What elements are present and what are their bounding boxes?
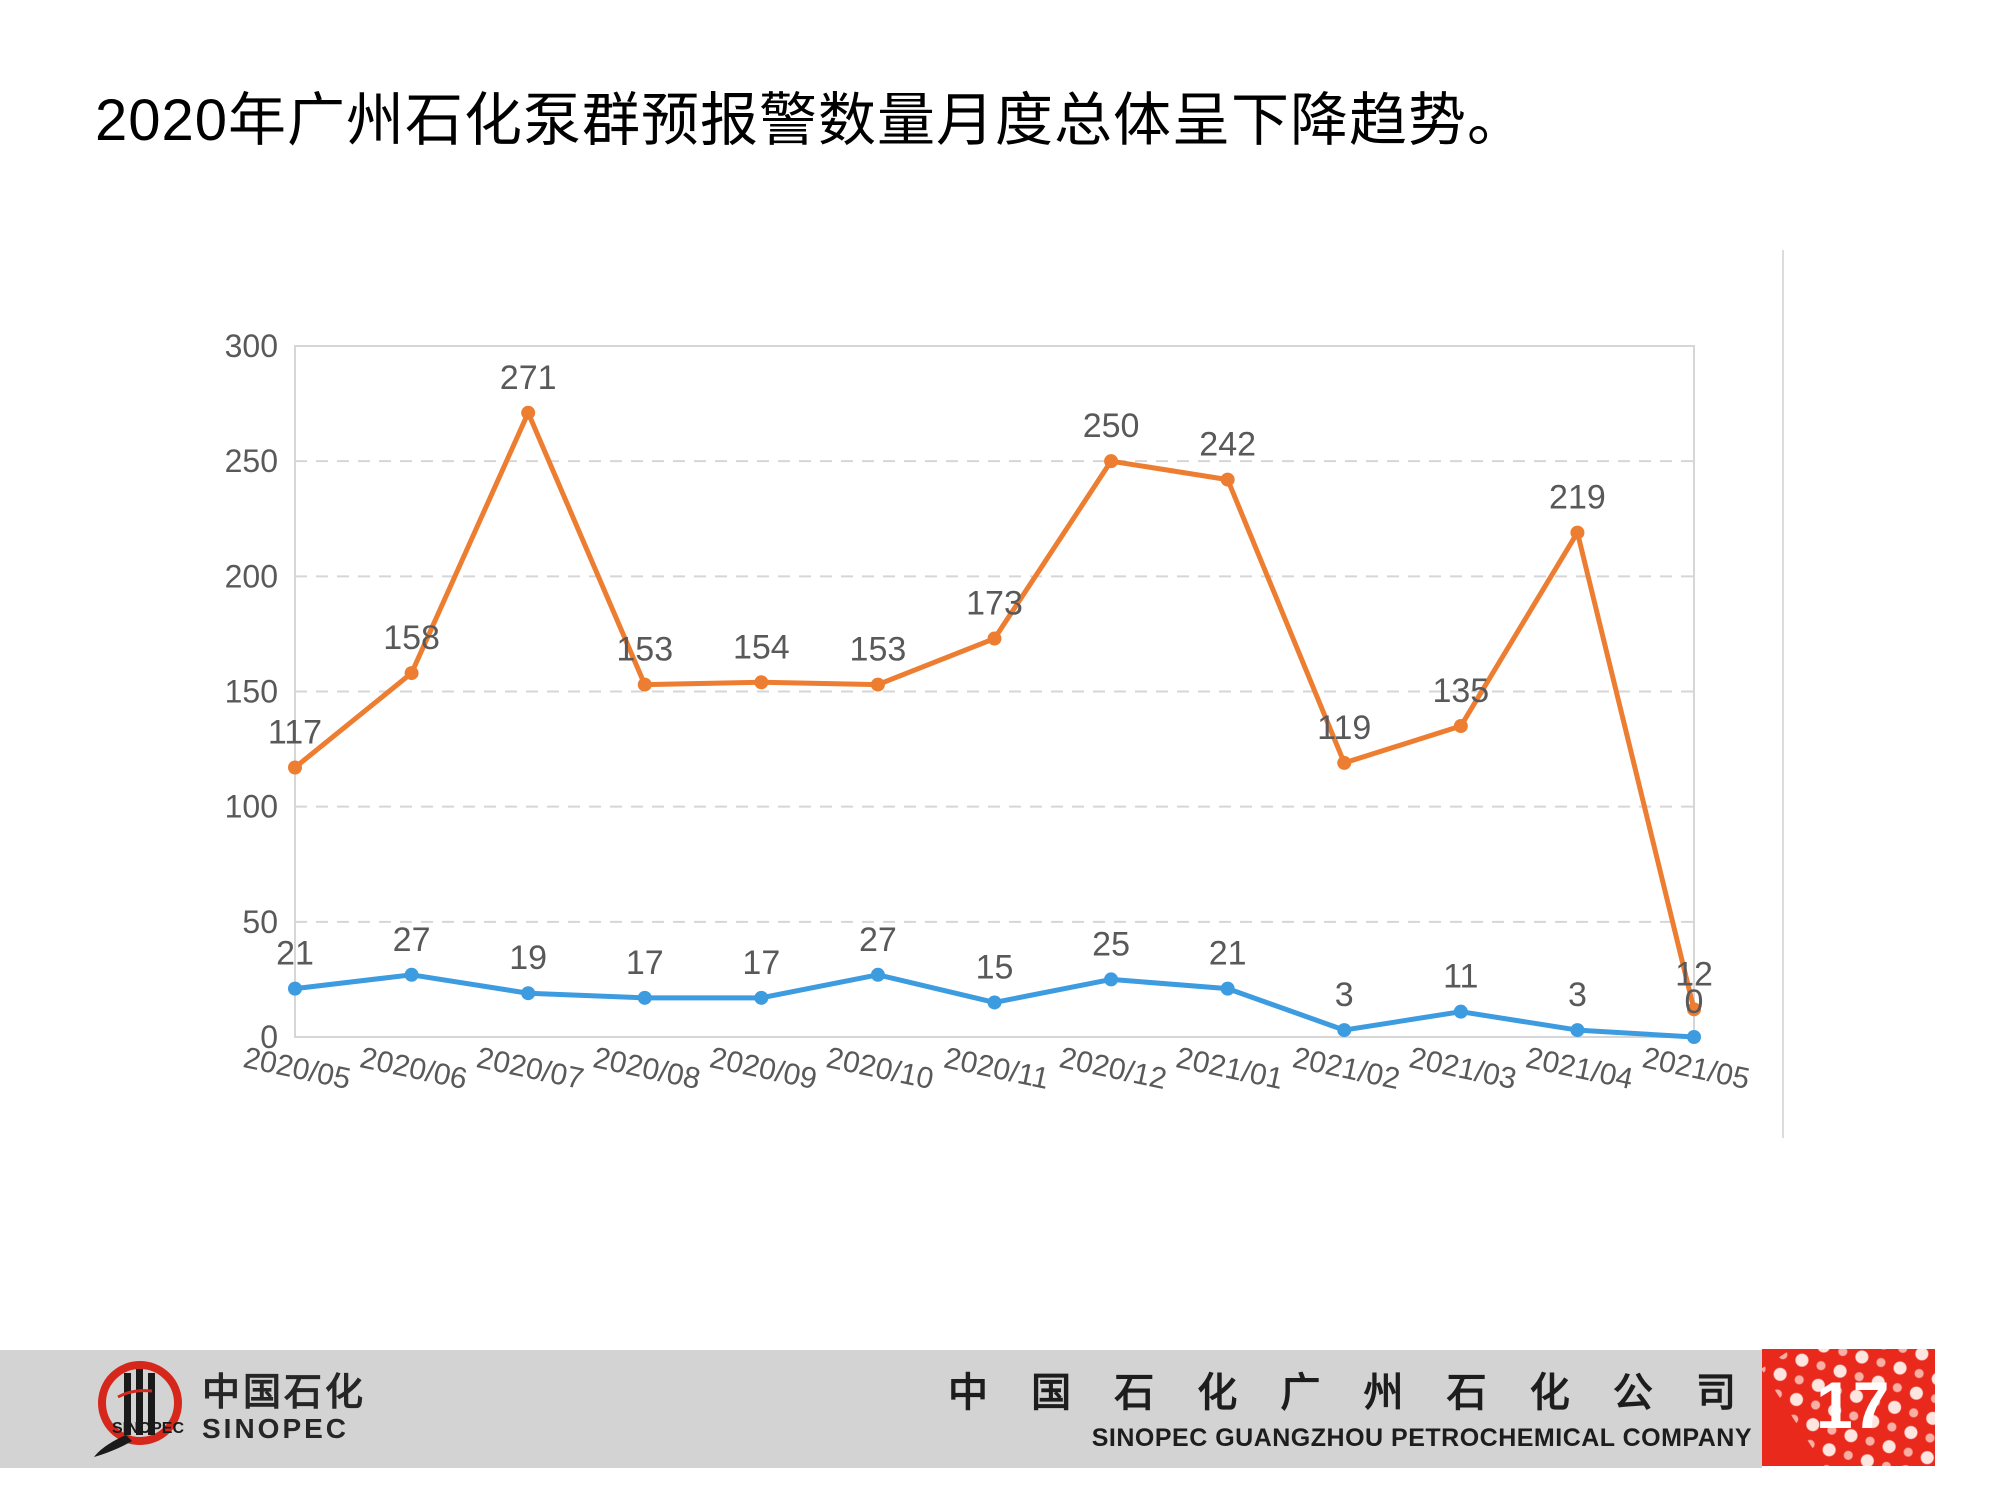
- blue-series-data-label: 3: [1568, 976, 1587, 1014]
- x-tick-label: 2021/01: [1173, 1041, 1286, 1096]
- blue-series-marker: [288, 981, 302, 996]
- y-tick-label: 100: [225, 789, 278, 825]
- blue-series-marker: [1220, 981, 1235, 996]
- orange-series-marker: [521, 405, 536, 420]
- orange-series-marker: [870, 677, 885, 692]
- y-tick-label: 300: [225, 328, 278, 364]
- orange-series-marker: [1220, 472, 1235, 487]
- y-tick-label: 0: [260, 1019, 278, 1055]
- blue-series-data-label: 21: [276, 935, 314, 973]
- blue-series-data-label: 3: [1335, 976, 1354, 1014]
- orange-series-data-label: 12: [1675, 955, 1713, 993]
- orange-series-data-label: 173: [966, 585, 1023, 623]
- company-name-block: 中 国 石 化 广 州 石 化 公 司 SINOPEC GUANGZHOU PE…: [948, 1360, 1752, 1453]
- blue-series-data-label: 0: [1685, 983, 1704, 1021]
- blue-series-marker: [1104, 972, 1119, 987]
- blue-series-data-label: 27: [393, 921, 431, 959]
- orange-series-data-label: 117: [268, 714, 322, 752]
- orange-series-data-label: 242: [1199, 426, 1256, 464]
- company-name-cn: 中 国 石 化 广 州 石 化 公 司: [947, 1371, 1752, 1415]
- page-number: 17: [1816, 1367, 1890, 1442]
- blue-series-marker: [637, 990, 652, 1005]
- orange-series-marker: [1104, 454, 1119, 469]
- orange-series-data-label: 250: [1083, 407, 1140, 445]
- x-tick-label: 2020/05: [241, 1041, 354, 1096]
- sinopec-logo-block: SINOPEC 中国石化 SINOPEC: [88, 1356, 366, 1462]
- blue-series: 21 27 19 17 17 27 15 25 21 3 11 3 0: [276, 921, 1703, 1044]
- blue-series-marker: [1337, 1023, 1352, 1038]
- blue-series-data-label: 17: [626, 944, 664, 982]
- orange-series-data-label: 158: [383, 619, 440, 657]
- blue-series-data-label: 17: [742, 944, 780, 982]
- blue-series-data-label: 25: [1092, 925, 1130, 963]
- footer-bar: [0, 1350, 1762, 1468]
- slide-title: 2020年广州石化泵群预报警数量月度总体呈下降趋势。: [95, 88, 1527, 153]
- blue-series-data-label: 27: [859, 921, 897, 959]
- orange-series-marker: [1570, 525, 1585, 540]
- x-tick-label: 2020/12: [1057, 1041, 1170, 1096]
- x-tick-label: 2021/03: [1406, 1041, 1519, 1096]
- x-tick-label: 2020/10: [823, 1041, 936, 1096]
- orange-series-data-label: 219: [1549, 479, 1606, 517]
- logo-text-en: SINOPEC: [202, 1413, 350, 1445]
- blue-series-marker: [754, 990, 769, 1005]
- orange-series-marker: [1337, 755, 1352, 770]
- blue-series-marker: [870, 967, 885, 982]
- y-tick-label: 50: [242, 904, 278, 940]
- y-tick-label: 150: [225, 674, 278, 710]
- blue-series-data-label: 11: [1443, 958, 1478, 996]
- blue-series-data-label: 19: [509, 939, 547, 977]
- gridlines: [295, 460, 1694, 923]
- line-chart: 0 50 100 150 200 250 300 2020/05 2020/06 2020/07 2…: [130, 240, 1850, 1180]
- chart-image-right-edge: [1782, 250, 1784, 1138]
- blue-series-marker: [1453, 1004, 1468, 1019]
- blue-series-marker: [521, 986, 536, 1001]
- svg-text:SINOPEC: SINOPEC: [112, 1420, 184, 1437]
- orange-series-data-label: 135: [1432, 672, 1489, 710]
- orange-series-marker: [1453, 719, 1468, 734]
- x-tick-label: 2021/04: [1523, 1041, 1636, 1096]
- x-tick-label: 2020/11: [941, 1042, 1052, 1096]
- blue-series-marker: [1570, 1023, 1585, 1038]
- orange-series-data-label: 153: [850, 631, 907, 669]
- orange-series-marker: [288, 760, 302, 775]
- blue-series-marker: [1687, 1030, 1701, 1044]
- orange-series-marker: [754, 675, 769, 690]
- company-name-en: SINOPEC GUANGZHOU PETROCHEMICAL COMPANY: [1091, 1424, 1752, 1452]
- orange-series-marker: [987, 631, 1002, 646]
- orange-series-data-label: 119: [1317, 709, 1371, 747]
- x-tick-label: 2021/02: [1290, 1041, 1403, 1096]
- x-tick-label: 2020/06: [357, 1041, 470, 1096]
- sinopec-logo-icon: SINOPEC: [94, 1361, 184, 1457]
- orange-series-data-label: 154: [733, 628, 790, 666]
- orange-series-line: [292, 410, 1697, 1012]
- orange-series-data-label: 153: [616, 631, 673, 669]
- blue-series-marker: [987, 995, 1002, 1010]
- orange-series-marker: [1687, 1002, 1701, 1017]
- orange-series-marker: [404, 666, 419, 681]
- page-number-box: 17: [1762, 1349, 1935, 1466]
- x-axis-tick-labels: 2020/05 2020/06 2020/07 2020/08 2020/09 2020/…: [241, 1041, 1753, 1096]
- y-axis-tick-labels: 0 50 100 150 200 250 300: [225, 328, 278, 1055]
- x-tick-label: 2020/07: [474, 1041, 587, 1096]
- x-tick-label: 2020/09: [707, 1041, 820, 1096]
- blue-series-data-label: 21: [1209, 935, 1247, 973]
- x-tick-label: 2020/08: [590, 1041, 703, 1096]
- y-tick-label: 250: [225, 443, 278, 479]
- orange-series-data-label: 271: [500, 359, 557, 397]
- x-tick-label: 2021/05: [1640, 1041, 1753, 1096]
- blue-series-marker: [404, 967, 419, 982]
- y-tick-label: 200: [225, 558, 278, 594]
- plot-border: [294, 345, 1695, 1038]
- orange-series-marker: [637, 677, 652, 692]
- logo-text-cn: 中国石化: [202, 1372, 367, 1415]
- blue-series-data-label: 15: [976, 948, 1014, 986]
